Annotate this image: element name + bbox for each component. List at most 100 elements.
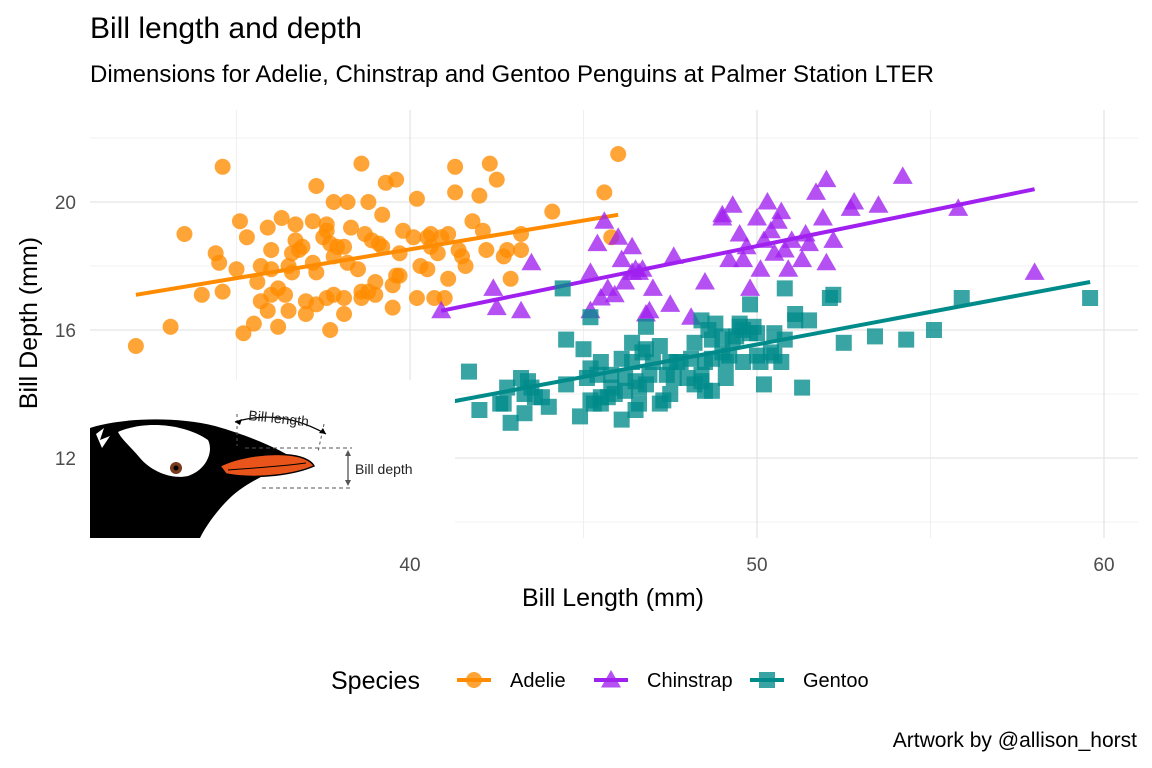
data-point-adelie [249, 274, 266, 290]
data-point-chinstrap [632, 259, 653, 277]
data-point-adelie [214, 158, 231, 175]
data-point-adelie [214, 283, 231, 300]
data-point-chinstrap [608, 227, 629, 245]
data-point-chinstrap [774, 240, 795, 258]
data-point-chinstrap [792, 249, 813, 268]
data-point-adelie [238, 229, 255, 246]
data-point-adelie [360, 194, 377, 210]
data-point-adelie [231, 213, 248, 230]
data-point-adelie [367, 286, 384, 303]
data-point-adelie [322, 322, 339, 338]
data-point-adelie [176, 226, 193, 242]
data-point-adelie [127, 338, 144, 354]
data-point-adelie [273, 210, 290, 226]
data-point-gentoo [540, 398, 557, 415]
data-point-adelie [471, 187, 488, 204]
data-point-adelie [488, 171, 505, 188]
data-point-chinstrap [816, 252, 837, 271]
data-point-adelie [374, 238, 391, 255]
data-point-chinstrap [615, 272, 636, 290]
data-point-gentoo [714, 328, 731, 345]
data-point-adelie [211, 254, 228, 271]
data-point-chinstrap [604, 284, 625, 303]
data-point-chinstrap [750, 259, 771, 277]
data-point-adelie [513, 242, 530, 258]
data-point-chinstrap [642, 278, 663, 296]
data-point-gentoo [925, 322, 942, 338]
data-point-chinstrap [868, 195, 889, 213]
data-point-chinstrap [747, 208, 767, 226]
data-point-adelie [259, 219, 276, 236]
data-point-chinstrap [781, 230, 802, 248]
data-point-chinstrap [844, 192, 865, 210]
data-point-chinstrap [948, 198, 969, 216]
data-point-chinstrap [521, 252, 542, 271]
data-point-gentoo [592, 354, 609, 370]
data-point-adelie [408, 190, 425, 207]
data-point-gentoo [776, 280, 793, 297]
data-point-gentoo [495, 395, 512, 412]
data-point-gentoo [516, 405, 533, 422]
data-point-adelie [193, 286, 210, 303]
data-point-gentoo [613, 350, 630, 367]
data-point-adelie [502, 270, 519, 287]
data-point-chinstrap [660, 294, 681, 312]
data-point-gentoo [641, 366, 658, 383]
data-point-adelie [259, 302, 276, 319]
data-point-chinstrap [622, 236, 643, 255]
data-point-adelie [596, 184, 613, 201]
data-point-chinstrap [1024, 262, 1045, 280]
data-point-adelie [447, 158, 464, 175]
data-point-adelie [429, 245, 446, 262]
data-point-adelie [245, 315, 262, 332]
data-point-chinstrap [594, 211, 615, 229]
data-point-gentoo [502, 414, 519, 431]
data-point-chinstrap [740, 278, 761, 296]
data-point-adelie [408, 290, 425, 306]
data-point-gentoo [703, 382, 720, 399]
data-point-gentoo [794, 379, 811, 396]
data-point-gentoo [787, 306, 804, 322]
data-point-gentoo [898, 331, 915, 348]
data-point-adelie [513, 226, 530, 242]
data-point-gentoo [721, 347, 738, 364]
data-point-gentoo [825, 286, 842, 303]
data-point-chinstrap [511, 300, 532, 319]
data-point-gentoo [749, 325, 765, 342]
data-point-adelie [419, 261, 436, 278]
data-point-gentoo [582, 309, 599, 326]
data-point-chinstrap [892, 166, 913, 184]
data-point-gentoo [558, 331, 575, 348]
fit-lines [135, 187, 1091, 406]
chart-subtitle: Dimensions for Adelie, Chinstrap and Gen… [90, 61, 935, 88]
data-point-gentoo [742, 296, 759, 313]
data-point-chinstrap [611, 249, 632, 268]
data-point-chinstrap [805, 182, 826, 200]
data-point-adelie [228, 261, 245, 278]
data-point-gentoo [801, 312, 818, 329]
data-point-adelie [263, 261, 280, 278]
data-point-gentoo [755, 376, 772, 393]
data-point-chinstrap [760, 220, 781, 239]
legend-label-chinstrap: Chinstrap [647, 670, 733, 692]
data-point-chinstrap [639, 300, 660, 319]
data-point-chinstrap [729, 224, 750, 242]
data-point-adelie [235, 325, 252, 342]
fit-line-gentoo [440, 280, 1091, 406]
bill-depth-label: Bill depth [355, 461, 413, 477]
data-point-chinstrap [753, 230, 774, 248]
chart-title: Bill length and depth [90, 12, 362, 45]
legend-key-chinstrap [601, 670, 621, 688]
legend: Species Adelie Chinstrap Gentoo [331, 667, 869, 695]
data-point-adelie [162, 318, 179, 335]
data-point-gentoo [735, 354, 752, 370]
data-point-gentoo [460, 363, 477, 380]
legend-key-gentoo [759, 672, 775, 688]
data-point-adelie [391, 245, 408, 262]
data-point-gentoo [693, 366, 710, 383]
data-point-adelie [280, 302, 297, 319]
data-point-gentoo [471, 402, 488, 418]
data-point-adelie [388, 171, 405, 188]
x-tick-label: 60 [1093, 555, 1114, 576]
data-point-adelie [277, 286, 294, 303]
